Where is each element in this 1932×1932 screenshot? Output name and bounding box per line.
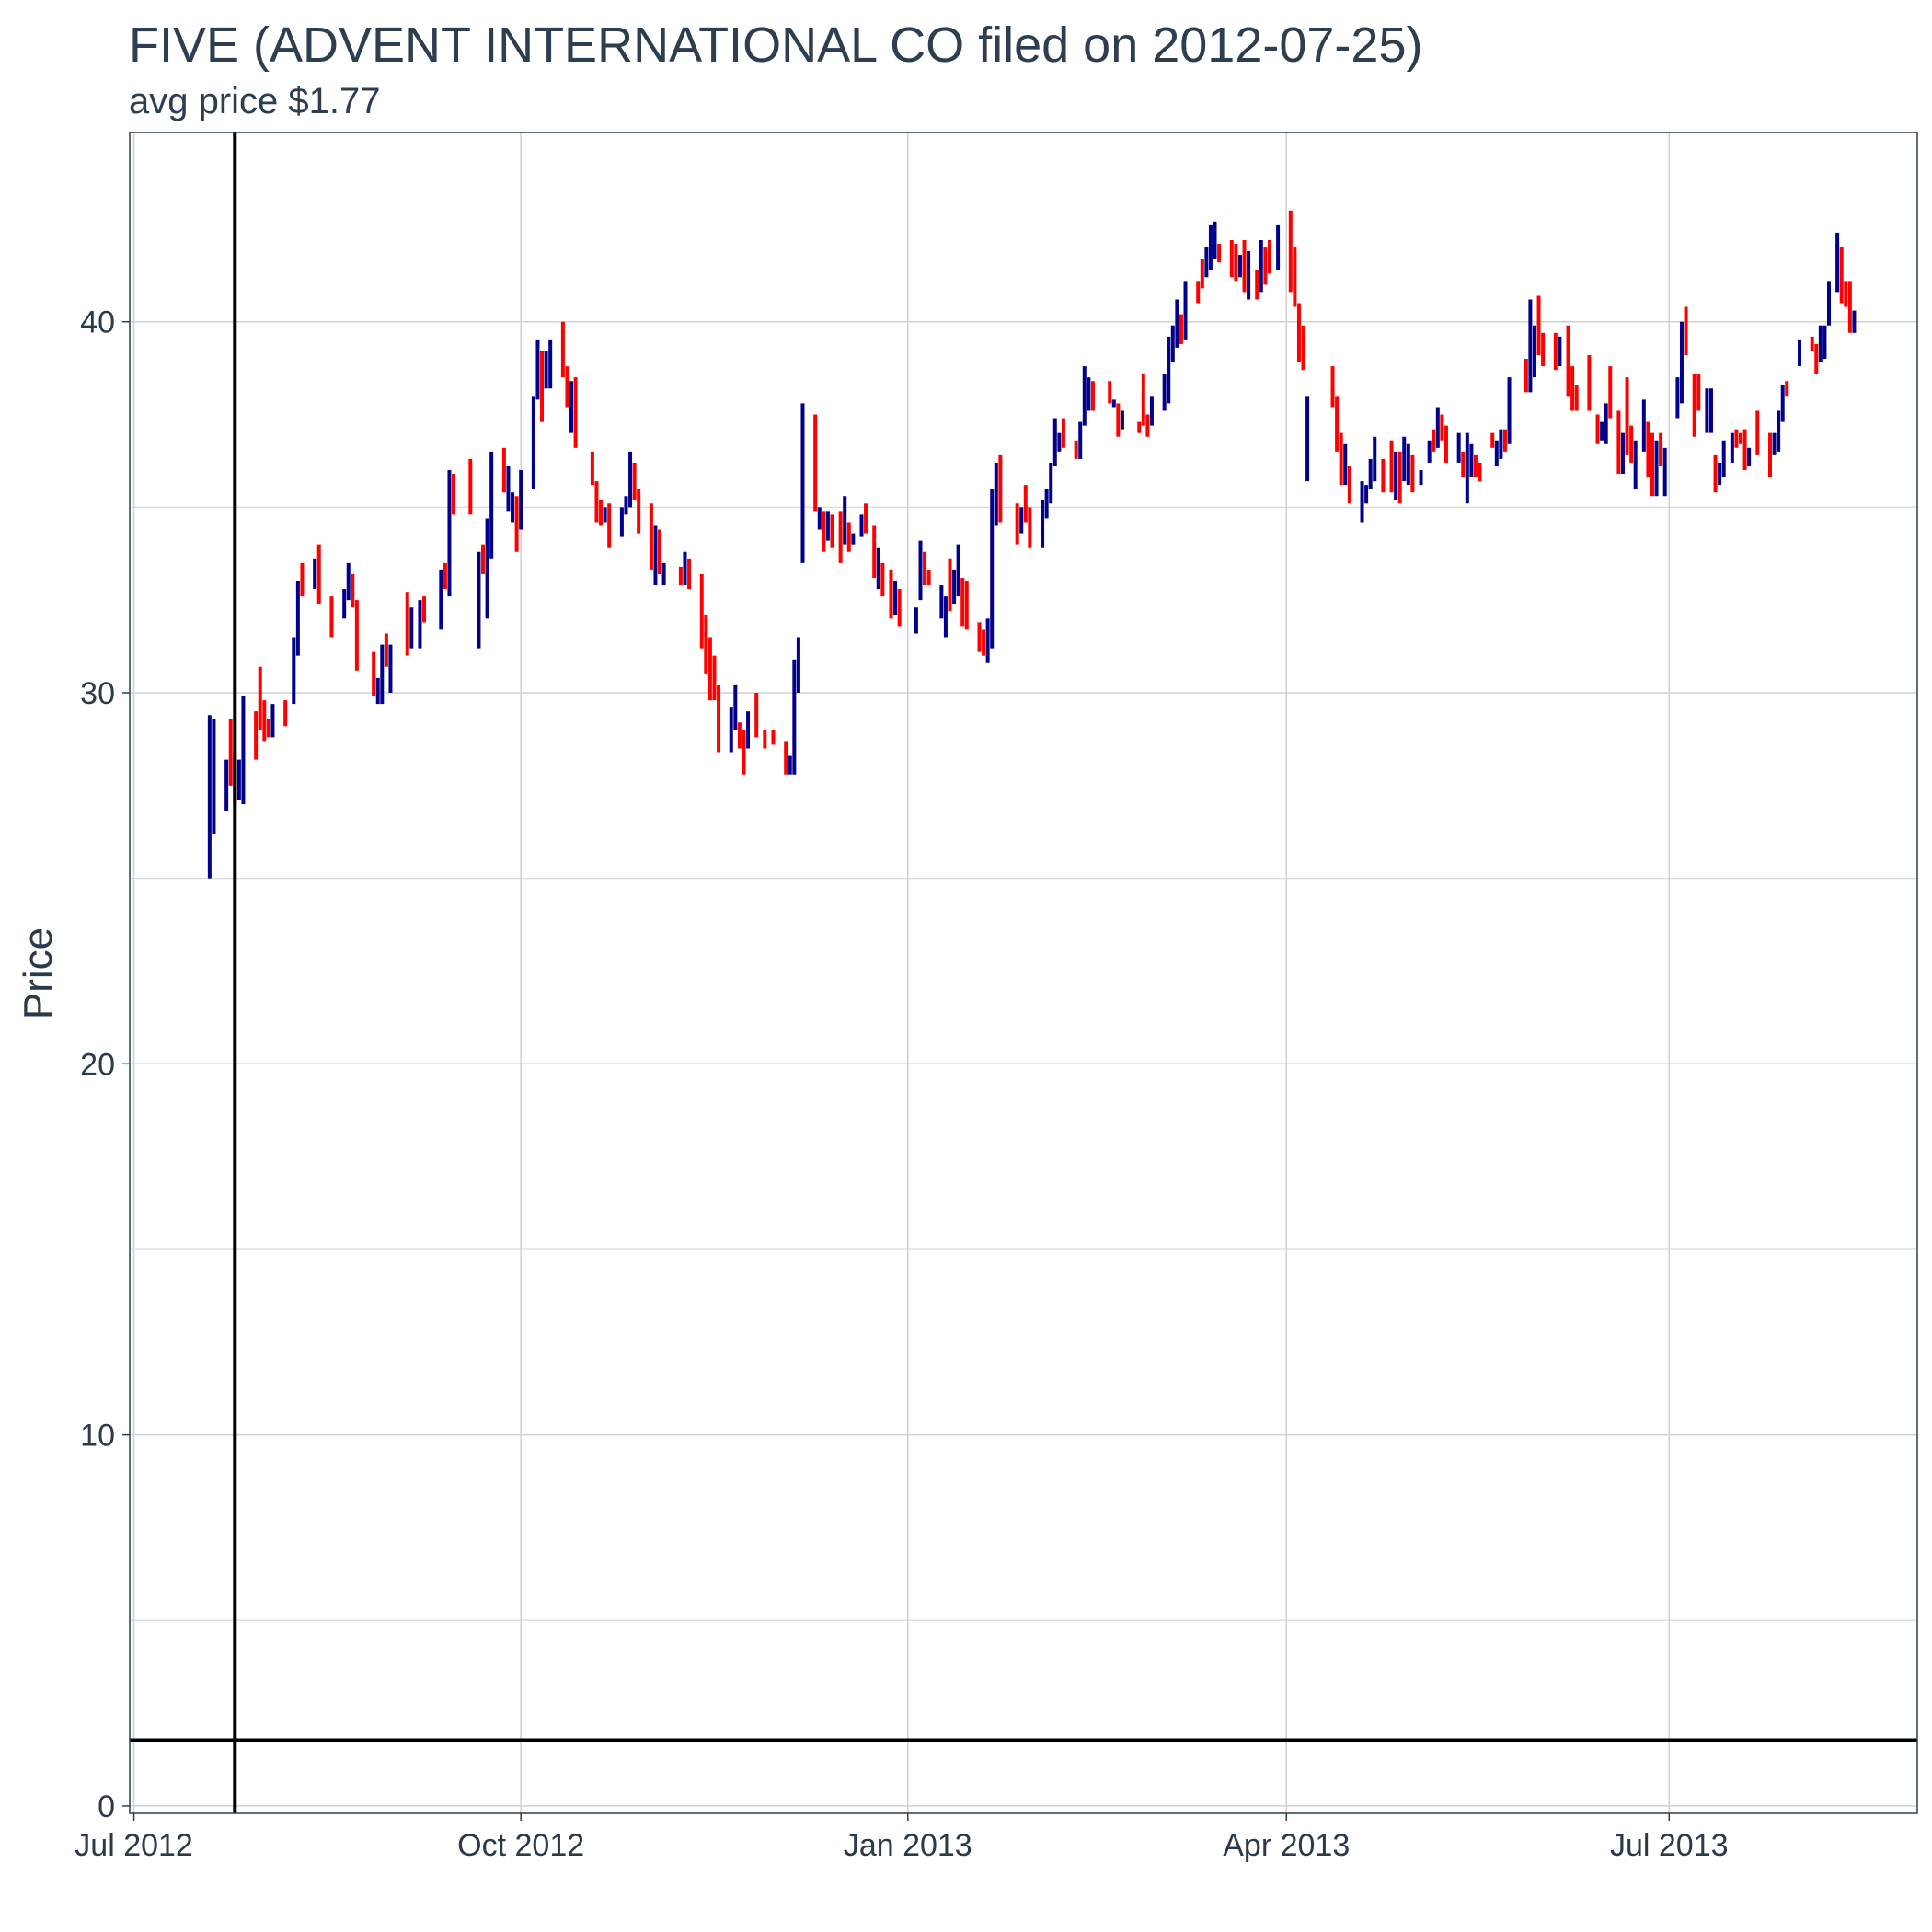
x-tick-label: Jul 2012 — [75, 1828, 193, 1863]
reference-lines — [130, 132, 1917, 1813]
grid-lines — [130, 132, 1917, 1813]
y-tick-label: 0 — [98, 1789, 115, 1824]
x-axis-ticks: Jul 2012 Oct 2012 Jan 2013 Apr 2013 Jul 2013 — [75, 1813, 1729, 1863]
x-tick-label: Apr 2013 — [1223, 1828, 1350, 1863]
plot-border — [129, 132, 1918, 1814]
chart-title: FIVE (ADVENT INTERNATIONAL CO filed on 2… — [129, 17, 1423, 73]
x-tick-label: Jan 2013 — [844, 1828, 972, 1863]
y-axis-ticks: 0 10 20 30 40 — [80, 305, 130, 1824]
y-tick-label: 30 — [80, 676, 115, 711]
y-tick-label: 40 — [80, 305, 115, 340]
x-tick-label: Oct 2012 — [457, 1828, 584, 1863]
price-bars — [207, 210, 1857, 879]
y-tick-label: 20 — [80, 1047, 115, 1082]
x-tick-label: Jul 2013 — [1610, 1828, 1729, 1863]
chart-subtitle: avg price $1.77 — [129, 81, 381, 121]
y-tick-label: 10 — [80, 1419, 115, 1454]
y-axis-title: Price — [16, 927, 61, 1019]
